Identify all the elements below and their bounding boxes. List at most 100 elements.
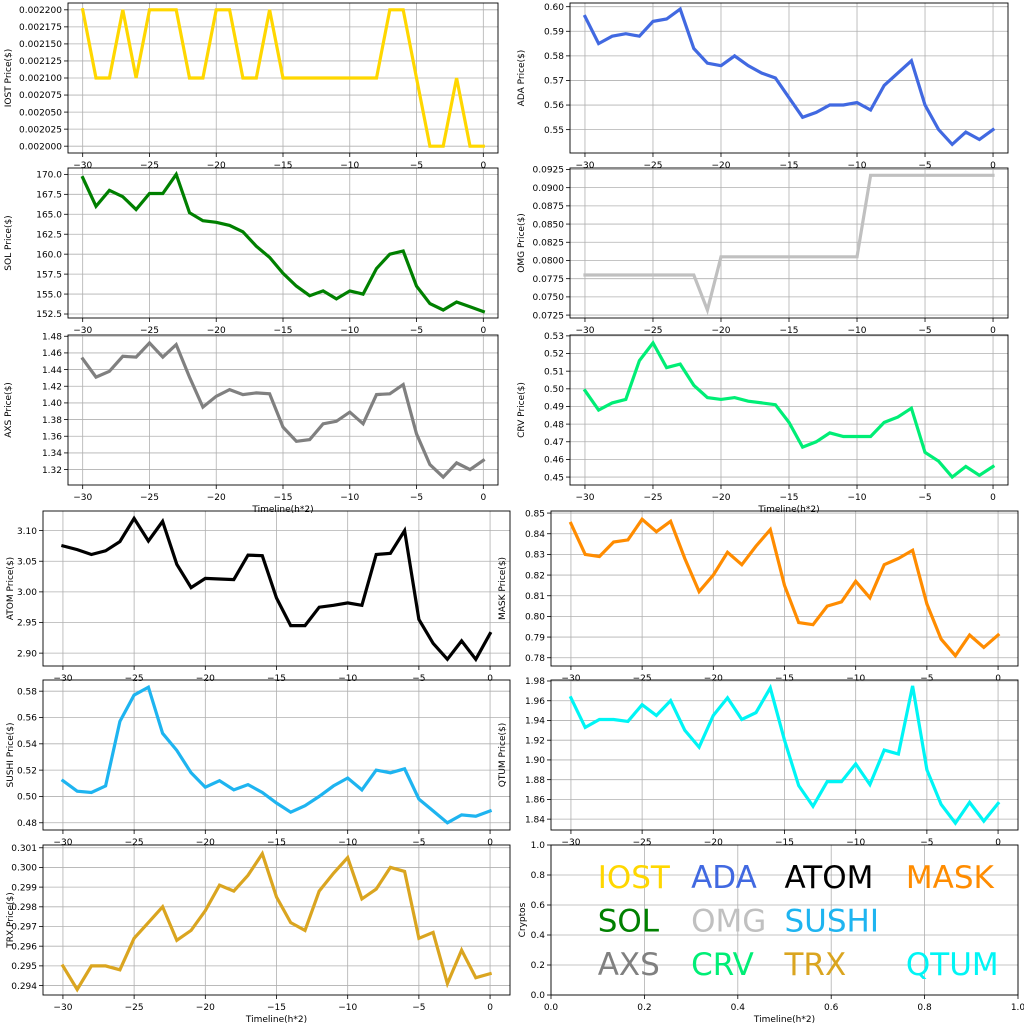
axs-y-tick-label: 1.38 [42,416,62,426]
qtum-x-tick-label: −30 [561,838,580,848]
axs-chart: −30 −25 −20 −15 −10 −5 0 1.32 1.34 1.36 1.38 1.40 1.… [4,332,499,515]
ada-x-tick-label: −10 [848,161,867,171]
crv-x-tick-label: −25 [643,493,662,503]
ada-x-tick-label: −25 [643,161,662,171]
mask-y-tick-label: 0.81 [525,592,545,602]
omg-y-tick-label: 0.0850 [533,220,565,230]
qtum-y-tick-label: 1.88 [525,776,545,786]
trx-x-axis-label: Timeline(h*2) [245,1015,307,1024]
sol-y-tick-label: 152.5 [36,310,62,320]
axs-y-tick-label: 1.34 [42,449,62,459]
omg-x-tick-label: −15 [780,326,799,336]
sol-y-tick-label: 170.0 [36,171,62,181]
legend-label-axs: AXS [598,947,660,983]
axs-x-tick-label: −20 [207,493,226,503]
legend-x-tick-label: 0.2 [637,1003,651,1013]
trx-y-tick-label: 0.299 [11,883,37,893]
iost-y-tick-label: 0.002100 [19,74,62,84]
sushi-price-line [60,684,493,825]
legend-y-tick-label: 0.6 [531,901,546,911]
legend-y-tick-label: 0.4 [531,931,546,941]
mask-y-tick-label: 0.83 [525,551,545,561]
mask-x-tick-label: −5 [920,674,933,684]
mask-x-tick-label: 0 [995,674,1001,684]
crv-x-tick-label: −5 [918,493,931,503]
iost-y-tick-label: 0.002125 [19,57,62,67]
legend-y-tick-label: 0.0 [531,991,546,1001]
axs-y-tick-label: 1.36 [42,432,62,442]
axs-x-tick-label: −5 [410,493,423,503]
iost-x-tick-label: −15 [274,161,293,171]
sol-y-tick-label: 167.5 [36,191,62,201]
ada-y-tick-label: 0.57 [544,77,564,87]
crv-x-tick-label: 0 [990,493,996,503]
axs-x-tick-label: −15 [274,493,293,503]
axs-x-tick-label: −30 [73,493,92,503]
iost-y-tick-label: 0.002150 [19,40,62,50]
trx-price-line [60,850,493,993]
atom-x-tick-label: −15 [267,674,286,684]
legend-x-tick-label: 0.6 [824,1003,839,1013]
crv-x-tick-label: −15 [780,493,799,503]
crv-y-axis-label: CRV Price($) [517,382,527,438]
qtum-y-tick-label: 1.84 [525,815,545,825]
sol-x-tick-label: −20 [207,326,226,336]
atom-y-axis-label: ATOM Price($) [6,557,16,620]
crv-y-tick-label: 0.50 [544,385,564,395]
iost-price-line [80,7,485,148]
mask-y-tick-label: 0.80 [525,613,545,623]
crv-y-tick-label: 0.46 [544,456,564,466]
legend-label-iost: IOST [598,860,671,896]
trx-y-tick-label: 0.295 [11,962,37,972]
omg-y-tick-label: 0.0725 [533,311,565,321]
ada-y-tick-label: 0.60 [544,3,564,13]
mask-x-tick-label: −10 [846,674,865,684]
ada-chart: −30 −25 −20 −15 −10 −5 0 0.55 0.56 0.57 0.58 0.59 0.… [517,2,1009,171]
qtum-y-tick-label: 1.94 [525,717,545,727]
sol-x-tick-label: −15 [274,326,293,336]
ada-y-tick-label: 0.56 [544,101,564,111]
omg-y-tick-label: 0.0775 [533,275,565,285]
sushi-y-tick-label: 0.58 [17,687,37,697]
axs-y-axis-label: AXS Price($) [4,382,14,438]
sushi-x-tick-label: 0 [487,838,493,848]
trx-x-tick-label: −30 [53,1003,72,1013]
ada-price-line [582,6,996,147]
qtum-y-tick-label: 1.96 [525,697,545,707]
trx-y-axis-label: TRX Price($) [6,892,16,948]
axs-y-tick-label: 1.40 [42,399,62,409]
trx-chart: −30 −25 −20 −15 −10 −5 0 0.294 0.295 0.296 0.297 0.… [6,844,511,1024]
atom-x-tick-label: −10 [338,674,357,684]
axs-price-line [80,340,486,480]
sol-price-line [80,170,486,314]
crv-y-tick-label: 0.52 [544,350,564,360]
qtum-y-tick-label: 1.90 [525,756,545,766]
trx-x-tick-label: −20 [196,1003,215,1013]
qtum-price-line [568,683,1001,826]
crv-price-line [582,339,996,480]
omg-y-tick-label: 0.0825 [533,238,565,248]
omg-chart: −30 −25 −20 −15 −10 −5 0 0.0725 0.0750 0.0775 0.08… [517,166,1009,336]
atom-y-tick-label: 3.05 [17,557,37,567]
atom-x-tick-label: 0 [487,674,493,684]
atom-price-line [60,515,493,663]
legend-x-axis-label: Timeline(h*2) [753,1015,815,1024]
qtum-x-tick-label: −15 [775,838,794,848]
sushi-y-tick-label: 0.52 [17,766,37,776]
sol-y-tick-label: 165.0 [36,210,62,220]
ada-y-tick-label: 0.59 [544,27,564,37]
trx-x-tick-label: −15 [267,1003,286,1013]
atom-y-tick-label: 2.95 [17,619,37,629]
mask-y-tick-label: 0.85 [525,509,545,519]
sushi-chart: −30 −25 −20 −15 −10 −5 0 0.48 0.50 0.52 0.54 0.56 0.… [6,679,511,848]
crv-x-tick-label: −20 [711,493,730,503]
omg-x-tick-label: −5 [918,326,931,336]
sol-y-tick-label: 157.5 [36,270,62,280]
trx-y-tick-label: 0.294 [11,982,37,992]
sushi-y-tick-label: 0.48 [17,819,37,829]
sol-x-tick-label: −30 [73,326,92,336]
legend-x-tick-label: 0.4 [731,1003,746,1013]
iost-x-tick-label: −20 [207,161,226,171]
sushi-y-tick-label: 0.56 [17,714,37,724]
